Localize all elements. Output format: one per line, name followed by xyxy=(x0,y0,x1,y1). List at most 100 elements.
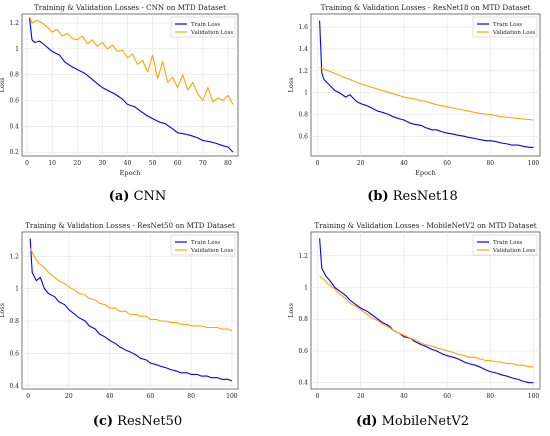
series-line-train-loss xyxy=(319,238,534,384)
x-tick-label: 80 xyxy=(486,393,494,400)
chart-title: Training & Validation Losses - ResNet18 … xyxy=(321,3,531,12)
x-tick-label: 80 xyxy=(224,160,232,167)
caption-resnet50: (c) ResNet50 xyxy=(0,414,275,429)
chart-panel-mobilenetv2: 0 20 40 60 80 100 0.4 0.6 0.8 1 1.2 Training & Vali… xyxy=(275,218,550,436)
y-axis-label: Loss xyxy=(287,78,295,93)
legend-label: Validation Loss xyxy=(190,248,233,254)
chart-title: Training & Validation Losses - ResNet50 … xyxy=(25,221,235,230)
y-axis-label: Loss xyxy=(0,303,6,318)
chart-resnet50: 0 20 40 60 80 100 0.4 0.6 0.8 1 1.2 Training & Vali… xyxy=(0,221,239,400)
chart-panel-resnet18: 0 20 40 60 80 100 0.6 0.8 1 1.2 1.4 1.6 Training & V… xyxy=(275,0,550,218)
x-tick-label: 40 xyxy=(124,160,132,167)
x-tick-label: 40 xyxy=(106,393,114,400)
caption-text: ResNet18 xyxy=(392,189,458,204)
y-tick-label: 0.4 xyxy=(9,383,19,390)
series-line-validation-loss xyxy=(319,66,534,121)
y-tick-label: 1 xyxy=(15,46,19,53)
x-tick-label: 20 xyxy=(65,393,73,400)
legend-label: Train Loss xyxy=(493,22,522,28)
series-line-train-loss xyxy=(28,17,234,153)
plot-frame xyxy=(21,231,239,390)
legend: Train Loss Validation Loss xyxy=(170,234,236,256)
x-tick-label: 60 xyxy=(147,393,155,400)
y-tick-label: 1.2 xyxy=(298,68,308,75)
y-tick-label: 0.6 xyxy=(9,350,19,357)
x-tick-label: 60 xyxy=(443,393,451,400)
chart-panel-resnet50: 0 20 40 60 80 100 0.4 0.6 0.8 1 1.2 Training & Vali… xyxy=(0,218,275,436)
x-tick-label: 80 xyxy=(187,393,195,400)
caption-letter: (d) xyxy=(356,414,378,429)
legend: Train Loss Validation Loss xyxy=(170,16,236,38)
x-tick-label: 100 xyxy=(528,393,540,400)
caption-letter: (a) xyxy=(108,189,130,204)
y-axis-label: Loss xyxy=(287,303,295,318)
x-tick-label: 100 xyxy=(226,393,238,400)
caption-mobilenetv2: (d) MobileNetV2 xyxy=(275,414,550,429)
chart-panel-cnn: 0 10 20 30 40 50 60 70 80 0.2 0.4 0.6 0.8 1 1.2 Trainin… xyxy=(0,0,275,218)
legend-label: Train Loss xyxy=(191,22,220,28)
y-tick-label: 1.2 xyxy=(9,20,19,27)
y-tick-label: 1.4 xyxy=(298,46,308,53)
series-line-validation-loss xyxy=(319,275,534,368)
caption-text: CNN xyxy=(133,189,167,204)
series-line-validation-loss xyxy=(28,16,234,105)
chart-cnn: 0 10 20 30 40 50 60 70 80 0.2 0.4 0.6 0.8 1 1.2 Trainin… xyxy=(0,3,239,177)
legend-label: Validation Loss xyxy=(492,248,535,254)
y-tick-label: 1 xyxy=(304,90,308,97)
y-tick-label: 1 xyxy=(304,285,308,292)
x-tick-label: 40 xyxy=(400,393,408,400)
x-tick-label: 20 xyxy=(73,160,81,167)
caption-text: MobileNetV2 xyxy=(381,414,469,429)
chart-mobilenetv2: 0 20 40 60 80 100 0.4 0.6 0.8 1 1.2 Training & Vali… xyxy=(287,221,541,400)
caption-resnet18: (b) ResNet18 xyxy=(275,189,550,204)
y-tick-label: 1.6 xyxy=(298,24,308,31)
y-tick-label: 0.4 xyxy=(9,123,19,130)
caption-text: ResNet50 xyxy=(117,414,183,429)
x-axis-label: Epoch xyxy=(120,169,141,177)
y-tick-label: 0.8 xyxy=(298,316,308,323)
legend: Train Loss Validation Loss xyxy=(472,16,538,38)
caption-letter: (c) xyxy=(92,414,114,429)
y-tick-label: 1.2 xyxy=(9,253,19,260)
legend-label: Validation Loss xyxy=(190,30,233,36)
series-line-validation-loss xyxy=(29,247,233,332)
x-tick-label: 60 xyxy=(174,160,182,167)
y-tick-label: 0.4 xyxy=(298,380,308,387)
x-tick-label: 0 xyxy=(316,160,320,167)
legend-label: Train Loss xyxy=(493,240,522,246)
y-axis-label: Loss xyxy=(0,78,6,93)
x-tick-label: 20 xyxy=(357,160,365,167)
caption-letter: (b) xyxy=(367,189,389,204)
caption-cnn: (a) CNN xyxy=(0,189,275,204)
x-tick-label: 0 xyxy=(26,393,30,400)
plot-frame xyxy=(310,231,541,390)
x-tick-label: 0 xyxy=(316,393,320,400)
y-tick-label: 0.6 xyxy=(298,348,308,355)
x-tick-label: 0 xyxy=(25,160,29,167)
y-tick-label: 0.8 xyxy=(298,111,308,118)
y-tick-label: 1 xyxy=(15,286,19,293)
y-tick-label: 0.8 xyxy=(9,72,19,79)
x-tick-label: 30 xyxy=(99,160,107,167)
series-line-train-loss xyxy=(29,238,233,382)
legend: Train Loss Validation Loss xyxy=(472,234,538,256)
y-tick-label: 1.2 xyxy=(298,253,308,260)
legend-label: Validation Loss xyxy=(492,30,535,36)
y-tick-label: 0.6 xyxy=(298,133,308,140)
y-tick-label: 0.8 xyxy=(9,318,19,325)
x-tick-label: 80 xyxy=(486,160,494,167)
legend-label: Train Loss xyxy=(191,240,220,246)
chart-title: Training & Validation Losses - CNN on MT… xyxy=(34,3,226,12)
y-tick-label: 0.2 xyxy=(9,149,19,156)
plot-frame xyxy=(310,13,541,157)
plot-frame xyxy=(21,13,239,157)
x-tick-label: 10 xyxy=(48,160,56,167)
x-tick-label: 20 xyxy=(357,393,365,400)
y-tick-label: 0.6 xyxy=(9,97,19,104)
chart-resnet18: 0 20 40 60 80 100 0.6 0.8 1 1.2 1.4 1.6 Training & V… xyxy=(287,3,541,177)
x-tick-label: 100 xyxy=(528,160,540,167)
x-tick-label: 40 xyxy=(400,160,408,167)
chart-title: Training & Validation Losses - MobileNet… xyxy=(314,221,536,230)
x-tick-label: 60 xyxy=(443,160,451,167)
x-tick-label: 50 xyxy=(149,160,157,167)
